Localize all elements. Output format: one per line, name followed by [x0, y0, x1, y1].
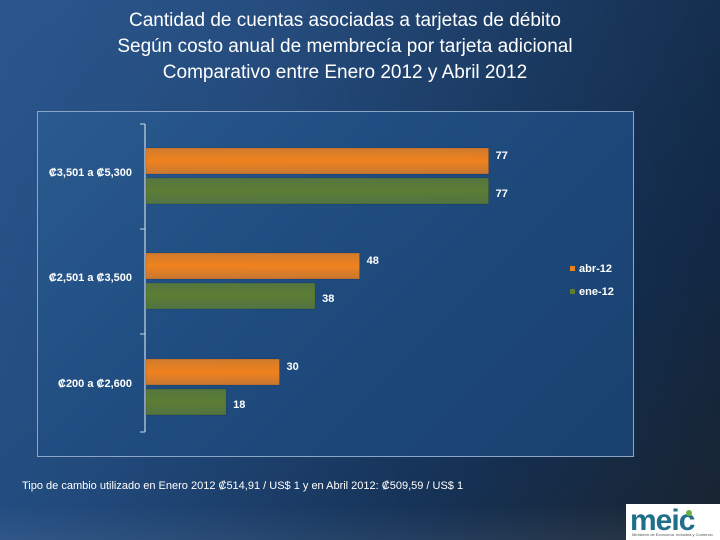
data-label: 18: [233, 399, 245, 411]
title-line-3: Comparativo entre Enero 2012 y Abril 201…: [162, 62, 528, 83]
chart-frame: ₡3,501 a ₡5,300 77 77 ₡2,501 a ₡3,500 48 38 ₡2…: [37, 111, 634, 457]
bar-abr-12: [145, 252, 360, 280]
data-label: 48: [367, 255, 379, 267]
category-label: ₡3,501 a ₡5,300: [49, 167, 132, 179]
bar-abr-12: [145, 147, 489, 175]
bar-ene-12: [145, 282, 316, 310]
bar-ene-12: [145, 177, 489, 205]
data-label: 38: [322, 293, 334, 305]
legend-swatch-ene-12: [570, 289, 575, 294]
legend-label-ene-12: ene-12: [579, 286, 614, 298]
legend-label-abr-12: abr-12: [579, 263, 612, 275]
data-label: 30: [287, 361, 299, 373]
bottom-band: [0, 505, 720, 540]
data-label: 77: [496, 150, 508, 162]
exchange-rate-footnote: Tipo de cambio utilizado en Enero 2012 ₡…: [22, 480, 464, 492]
category-label: ₡2,501 a ₡3,500: [49, 272, 132, 284]
legend-swatch-abr-12: [570, 266, 575, 271]
bar-abr-12: [145, 358, 280, 386]
logo-text: meic: [630, 504, 695, 537]
bar-ene-12: [145, 388, 227, 416]
meic-logo: meic Ministerio de Economía, Industria y…: [626, 504, 720, 540]
data-label: 77: [496, 188, 508, 200]
category-label: ₡200 a ₡2,600: [58, 378, 132, 390]
title-line-2: Según costo anual de membrecía por tarje…: [117, 36, 573, 57]
logo-dot: [686, 510, 692, 516]
logo-subtitle: Ministerio de Economía, Industria y Come…: [632, 532, 713, 537]
bar-chart: ₡3,501 a ₡5,300 77 77 ₡2,501 a ₡3,500 48 38 ₡2…: [49, 123, 614, 433]
chart-title: Cantidad de cuentas asociadas a tarjetas…: [0, 8, 690, 86]
title-line-1: Cantidad de cuentas asociadas a tarjetas…: [128, 10, 562, 31]
